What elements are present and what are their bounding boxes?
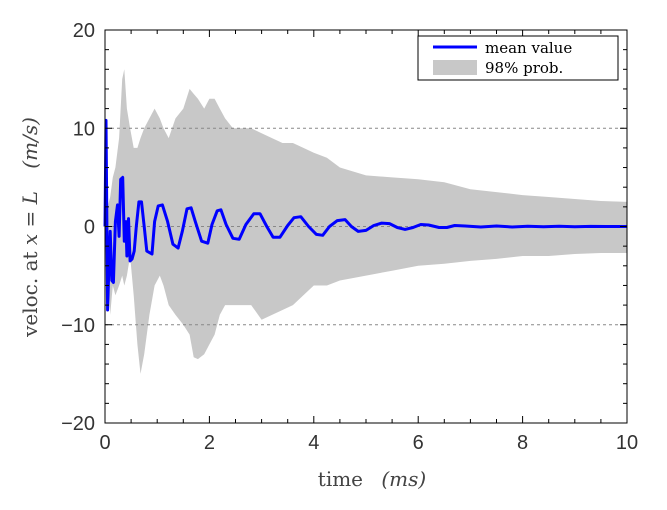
legend-swatch-probability-band: [433, 60, 477, 75]
x-tick-label: 8: [517, 432, 528, 454]
mean-line-layer: [103, 118, 627, 312]
x-tick-label: 6: [413, 432, 424, 454]
y-tick-label: −10: [61, 315, 95, 337]
mean-value-line: [103, 118, 627, 312]
y-tick-label: 10: [73, 118, 95, 140]
y-tick-label: −20: [61, 413, 95, 435]
ticks-layer: [104, 29, 628, 424]
y-axis-label: veloc. at x = L (m/s): [18, 117, 42, 338]
legend: mean value 98% prob.: [417, 35, 619, 81]
tick-labels-layer: 0 2 4 6 8 10 −20 −10 0 10 20: [61, 20, 638, 454]
y-tick-label: 0: [84, 217, 95, 239]
probability-band: [105, 69, 627, 374]
y-tick-label: 20: [73, 20, 95, 42]
x-tick-label: 4: [308, 432, 319, 454]
x-tick-label: 10: [616, 432, 638, 454]
legend-label-probability: 98% prob.: [485, 59, 563, 77]
probability-band-layer: [105, 69, 627, 374]
x-tick-label: 2: [204, 432, 215, 454]
x-axis-label: time (ms): [318, 467, 426, 491]
x-tick-label: 0: [99, 432, 110, 454]
legend-label-mean-value: mean value: [485, 39, 572, 57]
